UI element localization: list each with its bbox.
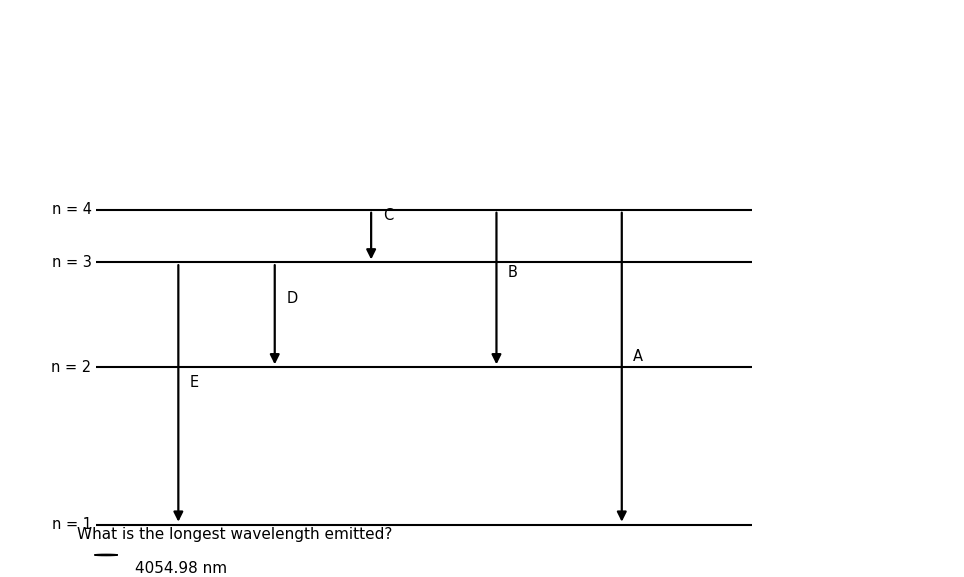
Text: A: A (633, 349, 643, 364)
Text: B: B (508, 265, 518, 280)
Text: 4054.98 nm: 4054.98 nm (135, 561, 228, 576)
Text: C: C (383, 208, 393, 223)
Text: n = 3: n = 3 (52, 255, 92, 270)
Text: n = 1: n = 1 (52, 517, 92, 532)
Text: What is the longest wavelength emitted?: What is the longest wavelength emitted? (77, 527, 392, 542)
Text: n = 2: n = 2 (51, 359, 92, 374)
Text: n = 4: n = 4 (52, 203, 92, 218)
Text: E: E (190, 376, 199, 391)
Text: D: D (286, 291, 298, 306)
